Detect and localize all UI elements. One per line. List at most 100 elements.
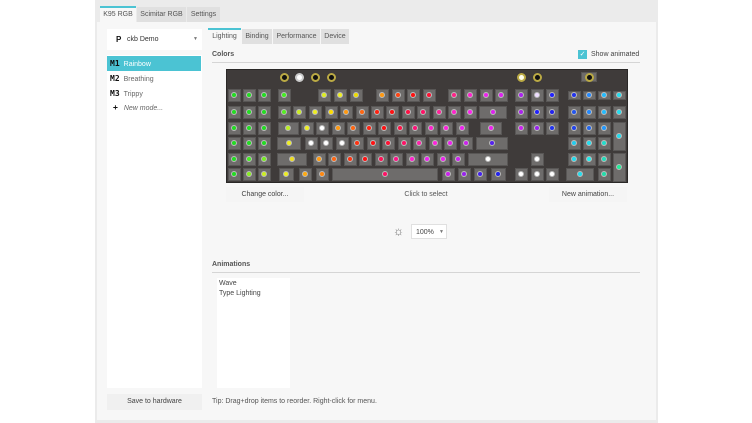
key[interactable] bbox=[567, 105, 581, 119]
key[interactable] bbox=[308, 105, 322, 119]
key[interactable] bbox=[381, 136, 395, 150]
key[interactable] bbox=[339, 105, 353, 119]
key[interactable] bbox=[312, 152, 326, 166]
key[interactable] bbox=[278, 167, 294, 181]
key[interactable] bbox=[346, 121, 360, 135]
key[interactable] bbox=[436, 152, 450, 166]
mode-item-trippy[interactable]: M3 Trippy bbox=[107, 86, 201, 101]
key[interactable] bbox=[366, 136, 380, 150]
key[interactable] bbox=[242, 105, 256, 119]
key[interactable] bbox=[405, 152, 419, 166]
key[interactable] bbox=[332, 167, 438, 181]
key[interactable] bbox=[362, 121, 376, 135]
key[interactable] bbox=[514, 105, 528, 119]
key[interactable] bbox=[257, 105, 271, 119]
key[interactable] bbox=[315, 167, 329, 181]
key[interactable] bbox=[277, 105, 291, 119]
mode-item-rainbow[interactable]: M1 Rainbow bbox=[107, 56, 201, 71]
key[interactable] bbox=[514, 121, 528, 135]
key[interactable] bbox=[389, 152, 403, 166]
key[interactable] bbox=[567, 121, 581, 135]
key[interactable] bbox=[343, 152, 357, 166]
key[interactable] bbox=[333, 88, 347, 102]
key[interactable] bbox=[441, 167, 455, 181]
key[interactable] bbox=[257, 167, 271, 181]
tab-scimitar-rgb[interactable]: Scimitar RGB bbox=[137, 7, 186, 23]
key[interactable] bbox=[257, 88, 271, 102]
key[interactable] bbox=[227, 88, 241, 102]
key[interactable] bbox=[530, 152, 544, 166]
tab-performance[interactable]: Performance bbox=[273, 29, 320, 45]
key[interactable] bbox=[597, 105, 611, 119]
media-key-led[interactable] bbox=[295, 73, 304, 82]
key[interactable] bbox=[408, 121, 422, 135]
key[interactable] bbox=[479, 88, 493, 102]
key[interactable] bbox=[443, 136, 457, 150]
key[interactable] bbox=[227, 136, 241, 150]
media-key-led[interactable] bbox=[327, 73, 336, 82]
key[interactable] bbox=[597, 152, 611, 166]
key[interactable] bbox=[406, 88, 420, 102]
media-key-led[interactable] bbox=[280, 73, 289, 82]
key[interactable] bbox=[612, 152, 626, 182]
key[interactable] bbox=[300, 121, 314, 135]
key[interactable] bbox=[393, 121, 407, 135]
key[interactable] bbox=[422, 88, 436, 102]
key[interactable] bbox=[582, 136, 596, 150]
key[interactable] bbox=[242, 136, 256, 150]
mode-item-breathing[interactable]: M2 Breathing bbox=[107, 71, 201, 86]
key[interactable] bbox=[385, 105, 399, 119]
key[interactable] bbox=[242, 167, 256, 181]
animation-item-wave[interactable]: Wave bbox=[219, 280, 237, 287]
key[interactable] bbox=[447, 105, 461, 119]
key[interactable] bbox=[494, 88, 508, 102]
key[interactable] bbox=[480, 121, 502, 135]
key[interactable] bbox=[424, 121, 438, 135]
animation-item-type-lighting[interactable]: Type Lighting bbox=[219, 290, 261, 297]
key[interactable] bbox=[447, 88, 461, 102]
key[interactable] bbox=[292, 105, 306, 119]
tab-lighting[interactable]: Lighting bbox=[208, 28, 241, 44]
key[interactable] bbox=[257, 136, 271, 150]
key[interactable] bbox=[227, 167, 241, 181]
key[interactable] bbox=[545, 121, 559, 135]
key[interactable] bbox=[597, 121, 611, 135]
show-animated-checkbox[interactable]: ✓ bbox=[578, 50, 587, 59]
key[interactable] bbox=[597, 167, 611, 181]
key[interactable] bbox=[355, 105, 369, 119]
key[interactable] bbox=[463, 88, 477, 102]
key[interactable] bbox=[319, 136, 333, 150]
key[interactable] bbox=[227, 121, 241, 135]
profile-dropdown[interactable]: P ckb Demo ▼ bbox=[107, 29, 202, 50]
key[interactable] bbox=[514, 88, 528, 102]
key[interactable] bbox=[530, 167, 544, 181]
key[interactable] bbox=[459, 136, 473, 150]
key[interactable] bbox=[242, 152, 256, 166]
key[interactable] bbox=[612, 105, 626, 119]
key[interactable] bbox=[597, 136, 611, 150]
key[interactable] bbox=[566, 167, 594, 181]
key[interactable] bbox=[374, 152, 388, 166]
media-key-led[interactable] bbox=[311, 73, 320, 82]
key[interactable] bbox=[350, 136, 364, 150]
key[interactable] bbox=[545, 167, 559, 181]
key[interactable] bbox=[416, 105, 430, 119]
key[interactable] bbox=[473, 167, 487, 181]
key[interactable] bbox=[227, 105, 241, 119]
key[interactable] bbox=[455, 121, 469, 135]
key[interactable] bbox=[457, 167, 471, 181]
key[interactable] bbox=[358, 152, 372, 166]
key[interactable] bbox=[412, 136, 426, 150]
key[interactable] bbox=[401, 105, 415, 119]
key[interactable] bbox=[567, 90, 581, 100]
keyboard-map[interactable] bbox=[226, 69, 628, 183]
key[interactable] bbox=[582, 105, 596, 119]
change-color-button[interactable]: Change color... bbox=[226, 187, 304, 202]
key[interactable] bbox=[530, 88, 544, 102]
key[interactable] bbox=[582, 152, 596, 166]
tab-binding[interactable]: Binding bbox=[242, 29, 272, 45]
key[interactable] bbox=[468, 152, 508, 166]
key[interactable] bbox=[612, 90, 626, 100]
brightness-dropdown[interactable]: 100% ▼ bbox=[411, 224, 447, 239]
key[interactable] bbox=[257, 121, 271, 135]
